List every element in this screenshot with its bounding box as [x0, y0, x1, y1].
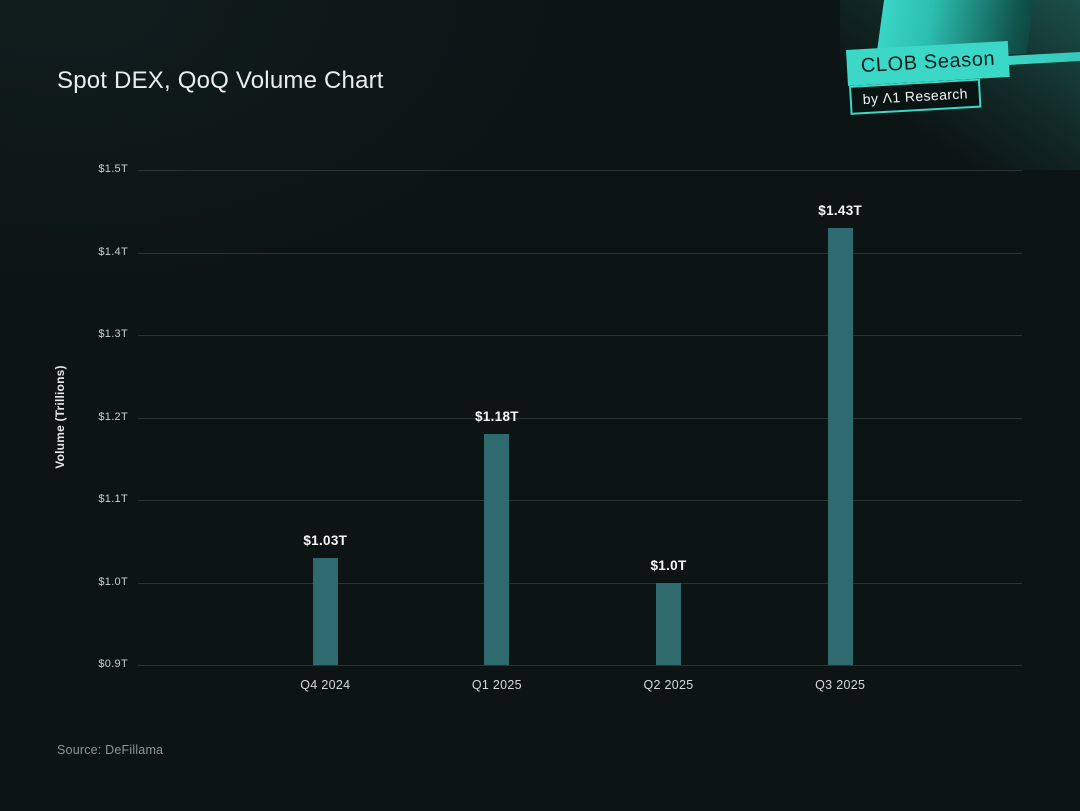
by-a1-research-badge: by Λ1 Research — [849, 78, 982, 115]
gridline — [138, 665, 1022, 666]
bar-q1-2025 — [484, 434, 510, 665]
x-axis-label: Q1 2025 — [471, 678, 522, 692]
y-axis-tick-label: $1.5T — [98, 163, 128, 175]
y-axis-tick-label: $1.4T — [98, 245, 128, 258]
bar-value-label: $1.43T — [818, 202, 863, 218]
gridline — [138, 170, 1022, 171]
x-axis-label: Q3 2025 — [815, 678, 866, 692]
y-axis-tick-label: $1.0T — [98, 575, 128, 588]
brand-badge-group: CLOB Season by Λ1 Research — [846, 37, 1080, 120]
bar-q2-2025 — [656, 582, 681, 665]
gridline — [138, 335, 1022, 336]
bar-value-label: $1.18T — [474, 409, 519, 424]
gridline — [138, 417, 1022, 419]
y-axis-tick-label: $1.1T — [98, 493, 128, 505]
source-attribution: Source: DeFillama — [57, 743, 164, 757]
chart-title: Spot DEX, QoQ Volume Chart — [57, 67, 384, 94]
plot-area: $1.03T Q4 2024 $1.18T Q1 2025 $1.0T Q2 2025 $1… — [135, 170, 1022, 692]
gridline — [138, 582, 1022, 584]
bar-q4-2024 — [312, 557, 338, 666]
x-axis-label: Q2 2025 — [643, 678, 694, 692]
bar-value-label: $1.03T — [303, 532, 348, 548]
bar-q3-2025 — [827, 227, 853, 665]
x-axis-label: Q4 2024 — [300, 678, 351, 692]
y-axis-tick-label: $0.9T — [98, 658, 128, 670]
gridline — [138, 252, 1022, 254]
bar-value-label: $1.0T — [650, 557, 687, 573]
y-axis-tick-label: $1.2T — [98, 410, 128, 423]
y-axis-tick-label: $1.3T — [98, 328, 128, 340]
gridline — [138, 500, 1022, 501]
clob-season-badge: CLOB Season — [846, 40, 1011, 86]
